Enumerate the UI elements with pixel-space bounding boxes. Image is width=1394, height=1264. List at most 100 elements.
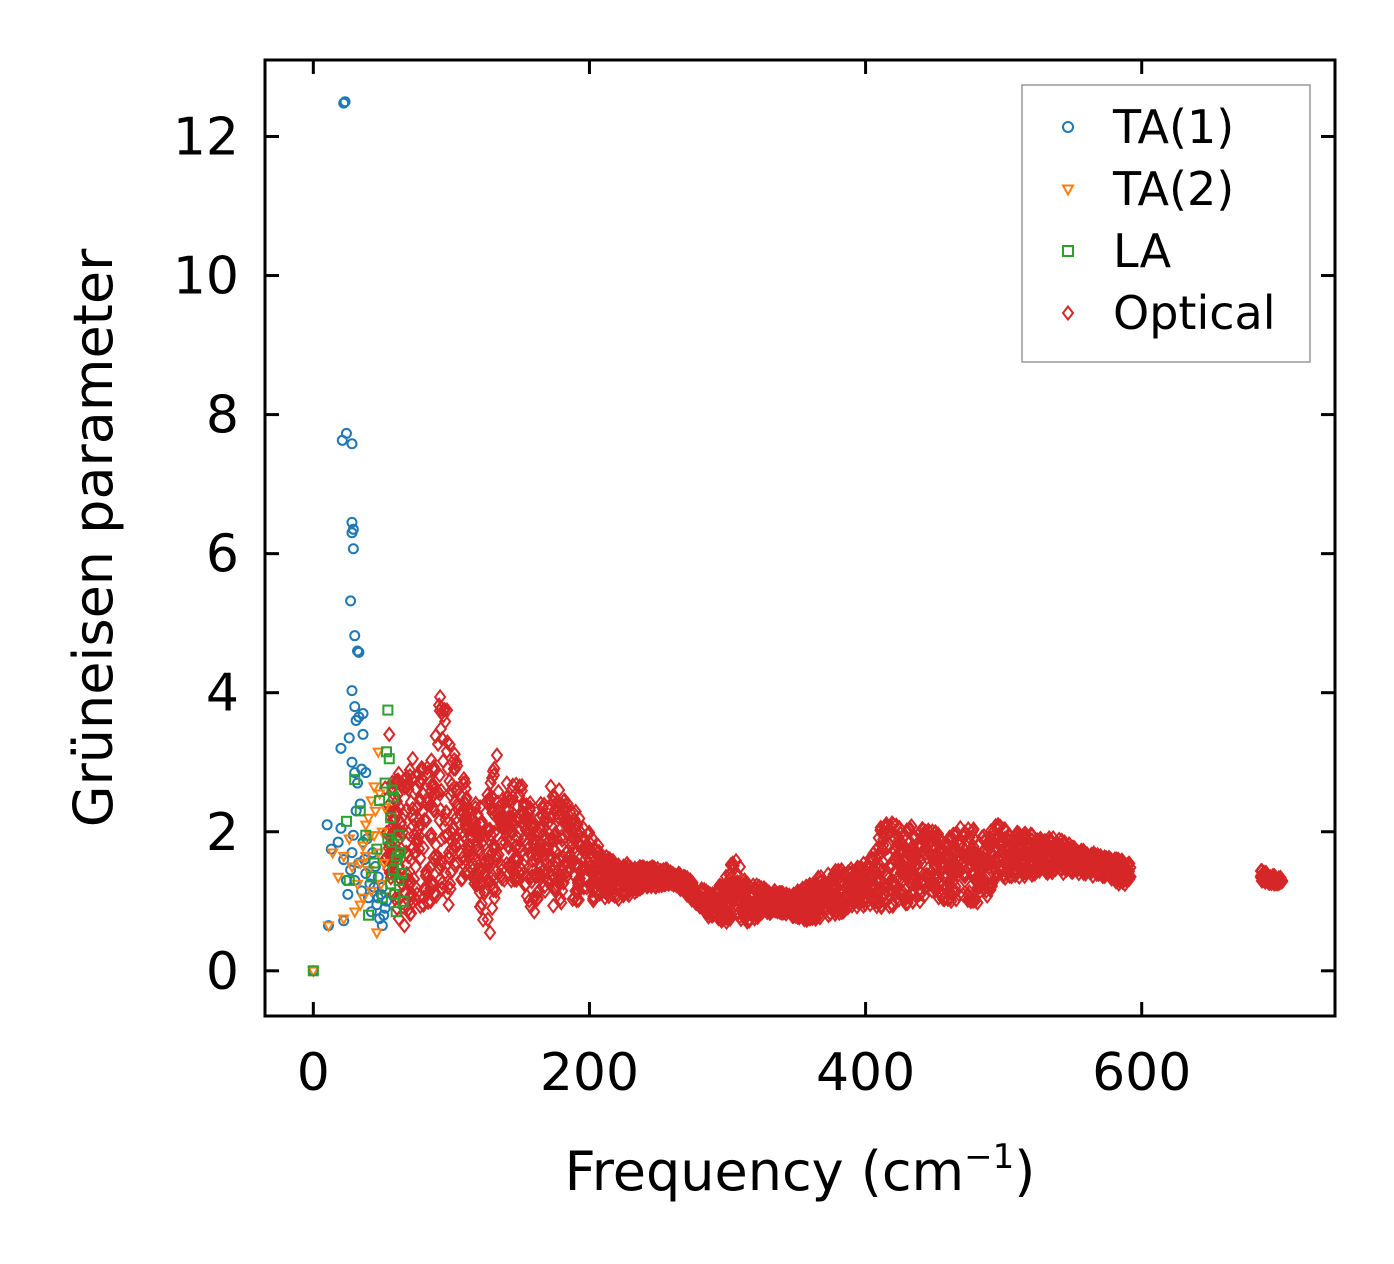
data-point xyxy=(392,850,404,862)
data-point xyxy=(357,728,369,740)
optical-point xyxy=(438,713,452,730)
data-point xyxy=(347,543,359,555)
optical-point xyxy=(515,777,529,795)
optical-point xyxy=(1068,839,1081,857)
data-point xyxy=(380,746,392,758)
legend-label: LA xyxy=(1113,224,1172,278)
optical-point xyxy=(1275,873,1289,890)
optical-point xyxy=(544,778,558,795)
optical-point xyxy=(1008,867,1022,884)
optical-point xyxy=(1025,827,1039,844)
optical-point xyxy=(554,890,567,907)
data-point xyxy=(382,833,394,845)
optical-point xyxy=(406,750,419,767)
optical-point xyxy=(876,841,889,858)
optical-point xyxy=(981,876,994,893)
optical-point xyxy=(424,774,437,791)
optical-point xyxy=(476,911,490,928)
optical-point xyxy=(409,890,422,908)
optical-point xyxy=(680,873,694,891)
optical-point xyxy=(445,832,458,849)
legend-label: Optical xyxy=(1113,286,1275,340)
optical-point xyxy=(628,862,642,879)
series-ta-1- xyxy=(307,96,392,977)
optical-point xyxy=(425,826,438,843)
optical-point xyxy=(390,843,404,861)
data-point xyxy=(374,879,388,891)
data-point xyxy=(354,858,367,871)
optical-point xyxy=(429,727,442,745)
optical-point xyxy=(542,799,555,816)
optical-point xyxy=(447,760,461,778)
optical-point xyxy=(905,818,918,835)
optical-point xyxy=(492,783,505,800)
legend-marker xyxy=(1061,304,1075,322)
optical-point xyxy=(904,840,917,857)
optical-point xyxy=(568,839,582,856)
optical-point xyxy=(528,818,541,835)
optical-point xyxy=(957,886,970,904)
optical-point xyxy=(559,797,572,814)
optical-point xyxy=(578,860,591,877)
optical-point xyxy=(1120,867,1134,884)
optical-point xyxy=(918,828,932,845)
data-point xyxy=(343,834,356,846)
optical-point xyxy=(942,848,955,865)
data-point xyxy=(326,848,339,860)
optical-point xyxy=(967,820,980,838)
optical-point xyxy=(443,849,457,866)
optical-point xyxy=(1018,825,1032,842)
optical-point xyxy=(857,893,870,910)
optical-point xyxy=(433,785,447,803)
optical-point xyxy=(1006,834,1019,851)
optical-point xyxy=(435,854,449,871)
optical-point xyxy=(445,840,458,858)
optical-point xyxy=(892,831,906,849)
optical-point xyxy=(888,851,902,869)
optical-point xyxy=(1106,865,1120,882)
optical-point xyxy=(828,876,842,894)
optical-point xyxy=(560,868,573,885)
data-point xyxy=(307,965,319,977)
optical-point xyxy=(408,845,422,862)
optical-point xyxy=(442,896,455,913)
optical-point xyxy=(535,841,549,858)
optical-point xyxy=(870,871,884,888)
optical-point xyxy=(584,877,597,895)
optical-point xyxy=(452,797,466,814)
optical-point xyxy=(640,875,654,892)
optical-point xyxy=(515,861,528,878)
optical-point xyxy=(382,726,396,743)
optical-point xyxy=(398,917,411,934)
optical-point xyxy=(869,865,882,882)
optical-point xyxy=(776,885,790,902)
optical-point xyxy=(944,831,958,848)
optical-point xyxy=(459,780,472,797)
optical-point xyxy=(487,882,500,899)
optical-point xyxy=(697,881,711,898)
y-tick-label: 8 xyxy=(206,386,239,446)
optical-point xyxy=(956,847,970,865)
optical-point xyxy=(449,760,462,777)
optical-point xyxy=(944,885,958,902)
optical-point xyxy=(968,892,982,909)
axis-ticks: 0 200 400 600 0 2 4 6 8 10 12 xyxy=(173,60,1335,1103)
data-point xyxy=(343,732,355,744)
optical-point xyxy=(1059,844,1073,861)
optical-point xyxy=(991,867,1004,884)
data-point xyxy=(365,871,377,883)
optical-point xyxy=(712,910,725,927)
data-point xyxy=(337,914,350,926)
optical-point xyxy=(419,812,433,829)
optical-point xyxy=(537,814,551,831)
optical-point xyxy=(1055,832,1069,849)
optical-point xyxy=(523,794,537,812)
data-point xyxy=(372,747,385,759)
optical-point xyxy=(892,885,906,902)
optical-point xyxy=(814,874,827,891)
data-point xyxy=(332,836,344,848)
optical-point xyxy=(456,870,469,887)
data-point xyxy=(374,794,386,806)
optical-point xyxy=(511,849,525,867)
optical-point xyxy=(811,869,825,886)
